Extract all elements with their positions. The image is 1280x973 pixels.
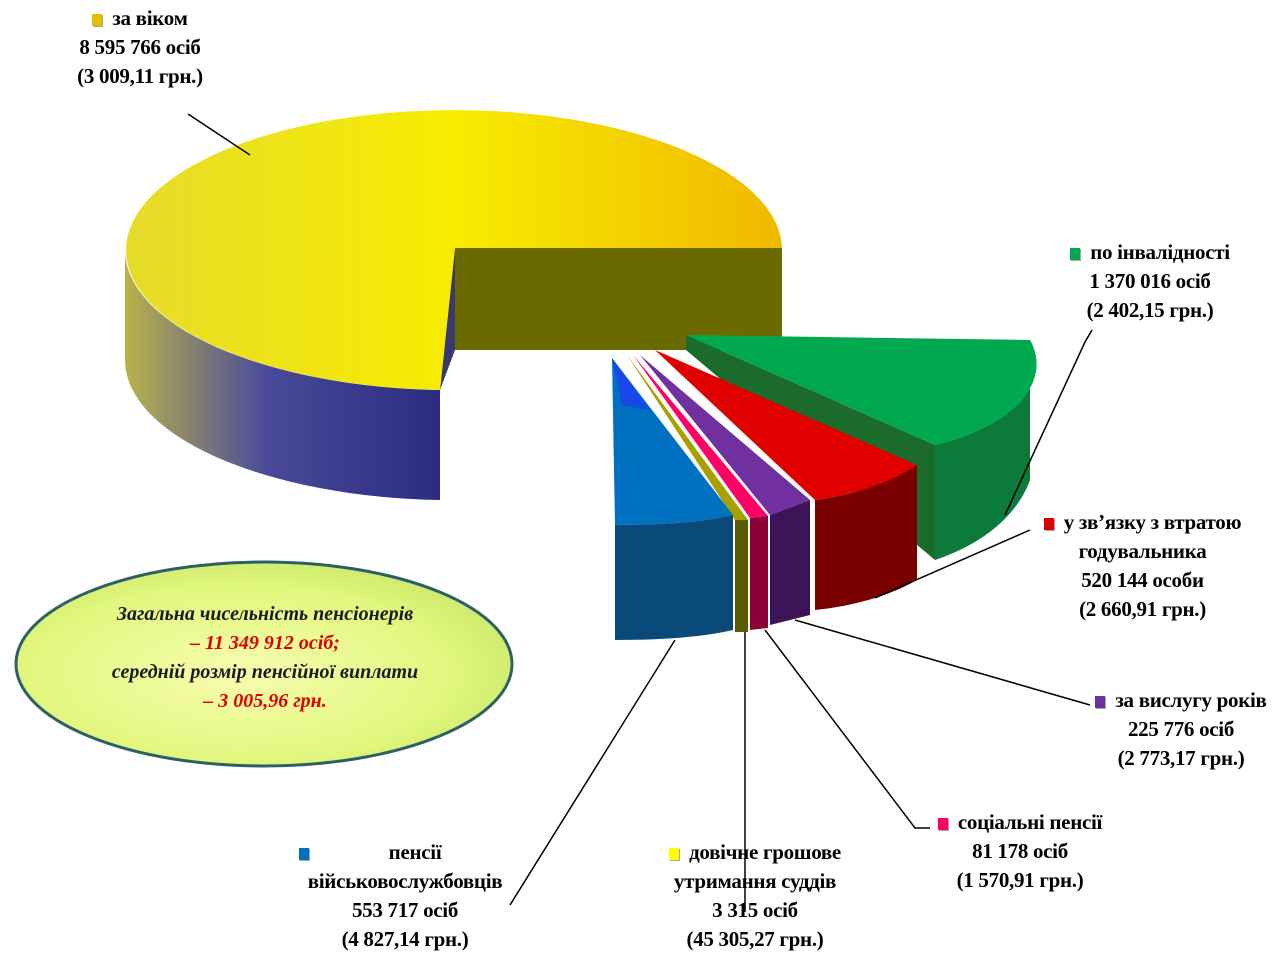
label-judges-value: 3 315 осіб [712, 898, 798, 922]
leader-breadwinner [874, 529, 1031, 599]
leader-age [187, 113, 251, 156]
label-breadwinner: у зв’язку з втратою годувальника 520 144… [1025, 508, 1260, 624]
label-social: соціальні пенсії 81 178 осіб (1 570,91 г… [920, 808, 1120, 895]
label-age: за віком 8 595 766 осіб (3 009,11 грн.) [20, 4, 260, 91]
summary-line-1: Загальна чисельність пенсіонерів [116, 603, 414, 625]
slice-breadwinner [655, 350, 917, 610]
label-breadwinner-value: 520 144 особи [1081, 568, 1204, 592]
slice-disability-side [935, 340, 1037, 560]
label-age-avg: (3 009,11 грн.) [77, 64, 203, 88]
slice-social [633, 355, 768, 630]
label-service-name: за вислугу років [1115, 688, 1267, 712]
label-military-name-1: пенсії [388, 840, 442, 864]
label-military-name-2: військовослужбовців [307, 869, 503, 893]
legend-swatch-disability [1070, 248, 1081, 260]
label-service-avg: (2 773,17 грн.) [1117, 746, 1245, 770]
slice-service-side [770, 500, 810, 625]
label-breadwinner-name-2: годувальника [1078, 539, 1207, 563]
slice-age-inner-wall [455, 248, 782, 350]
slice-breadwinner-side [815, 465, 917, 610]
summary-line-3: середній розмір пенсійної виплати [111, 661, 419, 683]
label-judges-name-2: утримання суддів [673, 869, 837, 893]
label-age-name: за віком [112, 6, 188, 30]
label-disability: по інвалідності 1 370 016 осіб (2 402,15… [1040, 238, 1260, 325]
slice-disability-top [686, 335, 1037, 445]
legend-swatch-service [1095, 696, 1106, 708]
label-disability-value: 1 370 016 осіб [1089, 269, 1211, 293]
label-social-avg: (1 570,91 грн.) [956, 868, 1084, 892]
summary-text: Загальна чисельність пенсіонерів – 11 34… [30, 600, 500, 716]
slice-social-top [633, 355, 768, 518]
legend-swatch-social [937, 818, 948, 830]
label-disability-avg: (2 402,15 грн.) [1086, 298, 1214, 322]
leader-social [764, 629, 930, 829]
slice-service-top [640, 355, 810, 515]
label-breadwinner-name-1: у зв’язку з втратою [1063, 510, 1242, 534]
slice-judges [627, 355, 748, 632]
label-military-value: 553 717 осіб [351, 898, 459, 922]
leader-disability [1004, 329, 1093, 516]
label-military-avg: (4 827,14 грн.) [341, 927, 469, 951]
leader-military [509, 639, 676, 906]
slice-age [124, 110, 782, 500]
label-social-name: соціальні пенсії [957, 810, 1103, 834]
slice-age-side [124, 250, 441, 500]
summary-line-2: – 11 349 912 осіб; [190, 632, 340, 654]
slice-military-highlight [612, 358, 650, 410]
legend-swatch-judges [669, 848, 680, 860]
label-judges-name-1: довічне грошове [689, 840, 841, 864]
legend-swatch-age [92, 14, 103, 26]
label-social-value: 81 178 осіб [972, 839, 1068, 863]
leader-lines [187, 113, 1093, 912]
slice-breadwinner-top [655, 350, 917, 500]
summary-line-4: – 3 005,96 грн. [203, 690, 327, 712]
label-military: пенсії військовослужбовців 553 717 осіб … [270, 838, 540, 954]
label-service: за вислугу років 225 776 осіб (2 773,17 … [1085, 686, 1277, 773]
legend-swatch-military [298, 848, 309, 860]
label-judges: довічне грошове утримання суддів 3 315 о… [640, 838, 870, 954]
slice-age-top [126, 110, 782, 390]
slice-judges-top [627, 355, 748, 520]
slice-social-side [750, 516, 768, 630]
label-judges-avg: (45 305,27 грн.) [686, 927, 824, 951]
leader-service [794, 619, 1091, 706]
label-disability-name: по інвалідності [1090, 240, 1230, 264]
slice-military-side [615, 515, 733, 640]
label-age-value: 8 595 766 осіб [79, 35, 201, 59]
label-service-value: 225 776 осіб [1127, 717, 1235, 741]
summary-ellipse [14, 560, 514, 768]
slice-judges-side [735, 520, 748, 632]
label-breadwinner-avg: (2 660,91 грн.) [1079, 597, 1206, 621]
legend-swatch-breadwinner [1043, 518, 1054, 530]
slice-service [640, 355, 810, 625]
slice-military [612, 358, 733, 640]
